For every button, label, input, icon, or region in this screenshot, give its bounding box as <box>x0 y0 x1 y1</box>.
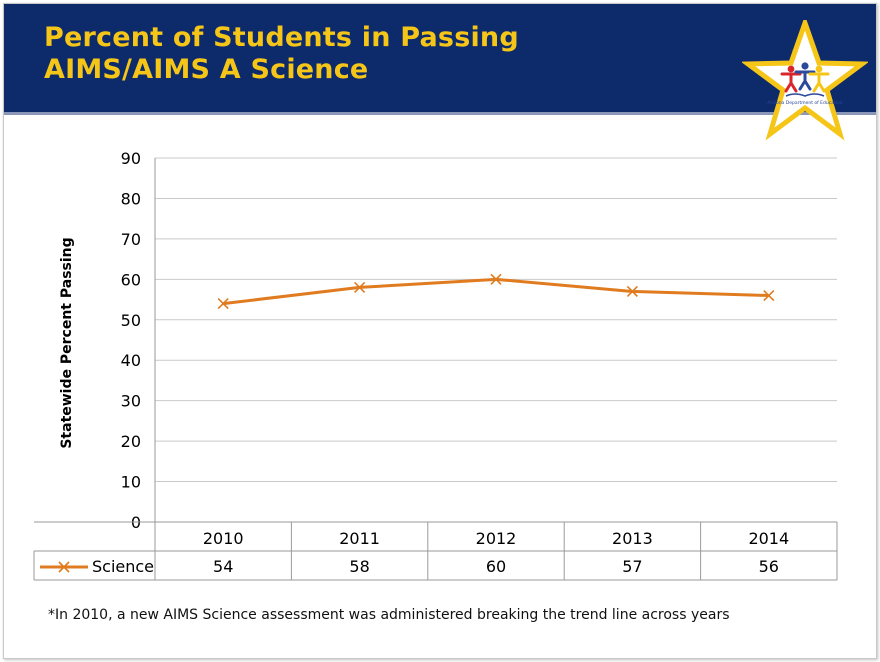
x-category-label: 2014 <box>748 529 789 548</box>
legend-marker <box>58 561 70 573</box>
series-science <box>217 273 775 310</box>
table-value: 54 <box>213 557 233 576</box>
table-value: 57 <box>622 557 642 576</box>
x-category-label: 2010 <box>203 529 244 548</box>
slide-title: Percent of Students in Passing AIMS/AIMS… <box>44 22 519 86</box>
logo-text: Arizona Department of Education <box>767 100 842 106</box>
data-point-marker <box>626 285 638 298</box>
open-book-icon <box>785 93 825 97</box>
y-tick-label: 10 <box>121 473 141 492</box>
table-value: 56 <box>759 557 779 576</box>
x-category-label: 2012 <box>476 529 517 548</box>
y-tick-label: 90 <box>121 149 141 168</box>
x-category-label: 2011 <box>339 529 380 548</box>
table-value: 58 <box>349 557 369 576</box>
data-point-marker <box>217 298 229 310</box>
footnote: *In 2010, a new AIMS Science assessment … <box>48 607 730 623</box>
y-tick-label: 80 <box>121 189 141 208</box>
series-line <box>223 277 769 306</box>
header-divider <box>4 112 876 115</box>
table-value: 60 <box>486 557 506 576</box>
data-point-marker <box>354 281 366 293</box>
y-tick-label: 50 <box>121 311 141 330</box>
slide: Percent of Students in Passing AIMS/AIMS… <box>3 3 877 659</box>
legend-series-name: Science <box>92 557 154 576</box>
title-line-2: AIMS/AIMS A Science <box>44 54 369 85</box>
children-figures-icon <box>780 49 830 93</box>
y-axis-label: Statewide Percent Passing <box>59 237 75 448</box>
title-line-1: Percent of Students in Passing <box>44 22 519 53</box>
x-category-label: 2013 <box>612 529 653 548</box>
header-bar: Percent of Students in Passing AIMS/AIMS… <box>4 4 876 112</box>
y-tick-label: 30 <box>121 392 141 411</box>
data-point-marker <box>490 273 502 285</box>
y-tick-label: 70 <box>121 230 141 249</box>
arizona-department-of-education-logo: Arizona Department of Education <box>742 20 868 141</box>
y-tick-label: 20 <box>121 432 141 451</box>
gridlines <box>155 157 837 523</box>
y-tick-label: 60 <box>121 270 141 289</box>
data-point-marker <box>763 289 775 302</box>
y-tick-label: 40 <box>121 351 141 370</box>
